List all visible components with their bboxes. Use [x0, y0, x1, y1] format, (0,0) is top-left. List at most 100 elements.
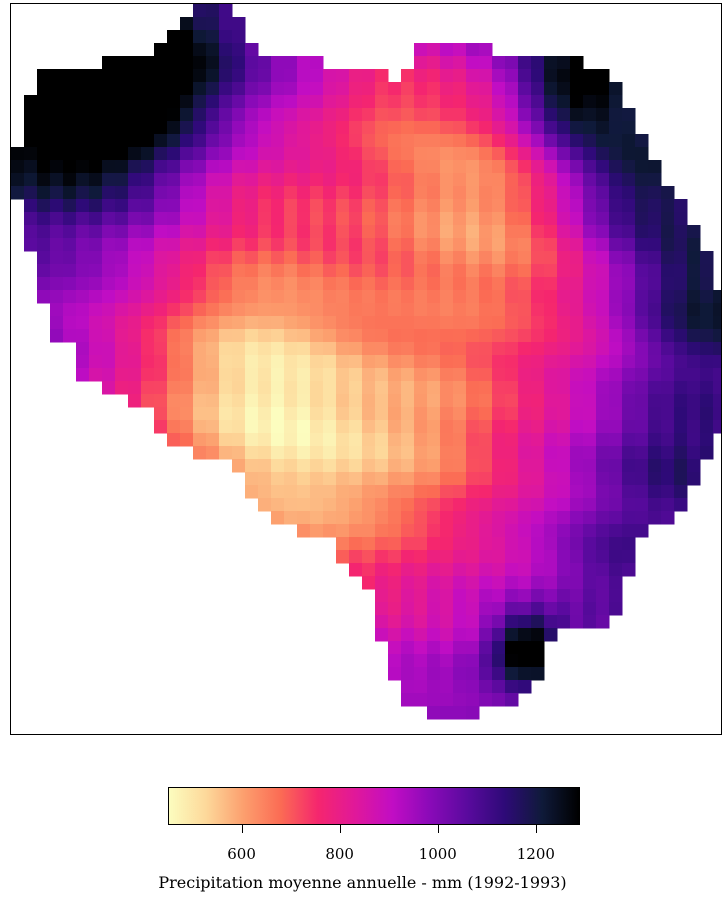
raster-cell: [674, 251, 688, 265]
raster-cell: [648, 316, 662, 330]
raster-cell: [583, 407, 597, 421]
raster-cell: [180, 43, 194, 57]
raster-cell: [505, 394, 519, 408]
raster-cell: [102, 303, 116, 317]
raster-cell: [492, 173, 506, 187]
raster-cell: [544, 394, 558, 408]
raster-cell: [557, 264, 571, 278]
raster-cell: [570, 264, 584, 278]
raster-cell: [427, 290, 441, 304]
raster-cell: [50, 277, 64, 291]
raster-cell: [479, 303, 493, 317]
raster-cell: [76, 238, 90, 252]
raster-cell: [310, 498, 324, 512]
raster-cell: [700, 355, 714, 369]
raster-cell: [583, 108, 597, 122]
raster-cell: [557, 251, 571, 265]
raster-cell: [609, 342, 623, 356]
raster-cell: [154, 95, 168, 109]
precipitation-map: [10, 3, 722, 735]
raster-cell: [102, 368, 116, 382]
raster-cell: [492, 225, 506, 239]
raster-cell: [336, 550, 350, 564]
raster-cell: [479, 134, 493, 148]
raster-cell: [635, 316, 649, 330]
raster-cell: [362, 69, 376, 83]
raster-cell: [258, 342, 272, 356]
raster-cell: [453, 667, 467, 681]
raster-cell: [427, 615, 441, 629]
raster-cell: [375, 134, 389, 148]
raster-cell: [557, 316, 571, 330]
raster-cell: [258, 446, 272, 460]
raster-cell: [37, 121, 51, 135]
raster-cell: [531, 173, 545, 187]
raster-cell: [531, 264, 545, 278]
raster-cell: [596, 134, 610, 148]
raster-cell: [76, 160, 90, 174]
raster-cell: [518, 69, 532, 83]
raster-cell: [544, 576, 558, 590]
raster-cell: [128, 381, 142, 395]
raster-cell: [206, 69, 220, 83]
raster-cell: [661, 277, 675, 291]
raster-cell: [141, 368, 155, 382]
raster-cell: [492, 693, 506, 707]
raster-cell: [609, 498, 623, 512]
raster-cell: [180, 199, 194, 213]
raster-cell: [492, 355, 506, 369]
raster-cell: [284, 95, 298, 109]
raster-cell: [440, 459, 454, 473]
raster-cell: [518, 290, 532, 304]
raster-cell: [557, 524, 571, 538]
raster-cell: [271, 381, 285, 395]
raster-cell: [336, 472, 350, 486]
raster-cell: [414, 524, 428, 538]
raster-cell: [505, 693, 519, 707]
raster-cell: [219, 173, 233, 187]
raster-cell: [674, 342, 688, 356]
raster-cell: [388, 238, 402, 252]
raster-cell: [440, 407, 454, 421]
raster-cell: [37, 69, 51, 83]
raster-cell: [661, 472, 675, 486]
raster-cell: [401, 576, 415, 590]
raster-cell: [466, 485, 480, 499]
raster-cell: [271, 56, 285, 70]
raster-cell: [141, 264, 155, 278]
raster-cell: [414, 498, 428, 512]
raster-cell: [128, 95, 142, 109]
raster-cell: [193, 446, 207, 460]
raster-cell: [336, 355, 350, 369]
raster-cell: [661, 433, 675, 447]
raster-cell: [635, 407, 649, 421]
raster-cell: [24, 160, 38, 174]
raster-cell: [193, 277, 207, 291]
raster-cell: [375, 472, 389, 486]
raster-cell: [245, 407, 259, 421]
raster-cell: [258, 147, 272, 161]
raster-cell: [505, 576, 519, 590]
raster-cell: [661, 303, 675, 317]
raster-cell: [102, 342, 116, 356]
raster-cell: [154, 199, 168, 213]
raster-cell: [388, 394, 402, 408]
raster-cell: [479, 576, 493, 590]
raster-cell: [596, 82, 610, 96]
raster-cell: [219, 407, 233, 421]
raster-cell: [167, 264, 181, 278]
raster-cell: [258, 368, 272, 382]
raster-cell: [505, 95, 519, 109]
raster-cell: [180, 290, 194, 304]
raster-cell: [609, 485, 623, 499]
legend-tick-label: 1200: [516, 845, 555, 863]
raster-cell: [505, 420, 519, 434]
raster-cell: [492, 251, 506, 265]
raster-cell: [284, 342, 298, 356]
raster-cell: [505, 680, 519, 694]
raster-cell: [453, 511, 467, 525]
raster-cell: [362, 563, 376, 577]
raster-cell: [102, 108, 116, 122]
raster-cell: [336, 225, 350, 239]
raster-cell: [414, 147, 428, 161]
